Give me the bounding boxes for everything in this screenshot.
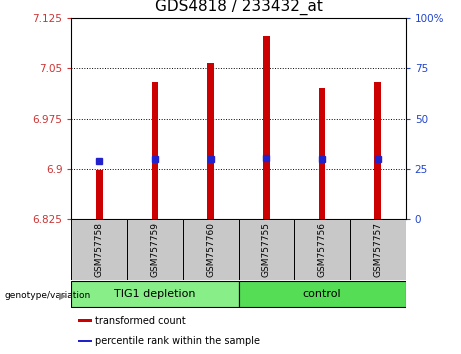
- Bar: [78, 319, 92, 322]
- Bar: [183, 219, 238, 280]
- Text: GSM757759: GSM757759: [150, 222, 160, 278]
- Text: GSM757757: GSM757757: [373, 222, 382, 278]
- Text: GSM757760: GSM757760: [206, 222, 215, 278]
- Text: ▶: ▶: [59, 291, 67, 301]
- Bar: [127, 219, 183, 280]
- Bar: [350, 219, 406, 280]
- Bar: [263, 36, 270, 219]
- Text: GSM757758: GSM757758: [95, 222, 104, 278]
- Title: GDS4818 / 233432_at: GDS4818 / 233432_at: [154, 0, 323, 15]
- Bar: [238, 281, 406, 307]
- Bar: [294, 219, 350, 280]
- Bar: [374, 81, 381, 219]
- Bar: [96, 170, 103, 219]
- Text: genotype/variation: genotype/variation: [5, 291, 91, 300]
- Text: percentile rank within the sample: percentile rank within the sample: [95, 336, 260, 346]
- Bar: [71, 219, 127, 280]
- Bar: [238, 219, 294, 280]
- Bar: [152, 81, 159, 219]
- Text: transformed count: transformed count: [95, 316, 186, 326]
- Text: GSM757756: GSM757756: [318, 222, 327, 278]
- Bar: [71, 281, 239, 307]
- Bar: [207, 63, 214, 219]
- Text: control: control: [303, 289, 342, 299]
- Bar: [78, 340, 92, 343]
- Bar: [319, 88, 325, 219]
- Text: TIG1 depletion: TIG1 depletion: [114, 289, 196, 299]
- Text: GSM757755: GSM757755: [262, 222, 271, 278]
